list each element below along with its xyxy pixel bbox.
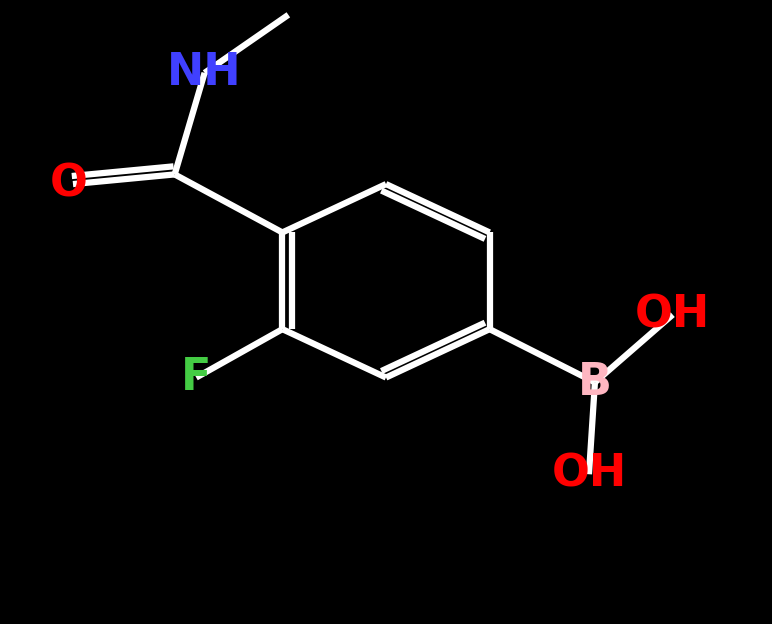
Text: OH: OH [551,453,627,495]
Text: F: F [181,356,212,399]
Text: NH: NH [168,51,242,94]
Text: OH: OH [635,293,710,336]
Text: O: O [50,163,88,205]
Text: B: B [578,361,612,404]
